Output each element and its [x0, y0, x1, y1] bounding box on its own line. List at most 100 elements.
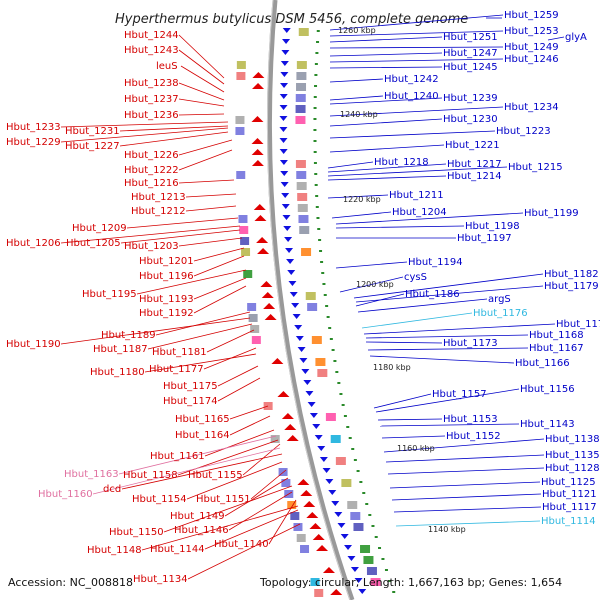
gene-label[interactable]: Hbut_1195: [82, 289, 137, 300]
gene-label[interactable]: Hbut_1180: [90, 367, 145, 378]
gene-label[interactable]: Hbut_1209: [72, 223, 127, 234]
gene-label[interactable]: Hbut_1240: [384, 91, 439, 102]
gene-label[interactable]: Hbut_1186: [405, 289, 460, 300]
gene-label[interactable]: Hbut_1182: [544, 269, 599, 280]
gene-label[interactable]: Hbut_1189: [101, 330, 156, 341]
gene-label[interactable]: Hbut_1128: [545, 463, 600, 474]
gene-label[interactable]: Hbut_1215: [508, 162, 563, 173]
gene-label[interactable]: Hbut_1135: [545, 450, 600, 461]
gene-label[interactable]: Hbut_1196: [139, 271, 194, 282]
gene-label[interactable]: Hbut_1168: [529, 330, 584, 341]
gene-label[interactable]: Hbut_1149: [170, 511, 225, 522]
gene-label[interactable]: Hbut_1205: [66, 238, 121, 249]
gene-label[interactable]: Hbut_1164: [175, 430, 230, 441]
gene-label[interactable]: Hbut_1114: [541, 516, 596, 527]
gene-label[interactable]: Hbut_1218: [374, 157, 429, 168]
gene-label[interactable]: Hbut_1197: [457, 233, 512, 244]
gene-label[interactable]: dcd: [103, 484, 121, 495]
gene-label[interactable]: Hbut_1253: [504, 26, 559, 37]
gene-label[interactable]: Hbut_1236: [124, 110, 179, 121]
gene-label[interactable]: Hbut_1247: [443, 48, 498, 59]
gene-label[interactable]: Hbut_1193: [139, 294, 194, 305]
gene-label[interactable]: Hbut_1177: [149, 364, 204, 375]
gene-label[interactable]: Hbut_1259: [504, 10, 559, 21]
gene-label[interactable]: Hbut_1181: [152, 347, 207, 358]
gene-label[interactable]: Hbut_1229: [6, 137, 61, 148]
gene-label[interactable]: Hbut_1211: [389, 190, 444, 201]
gene-label[interactable]: Hbut_1170: [556, 319, 600, 330]
gene-label[interactable]: Hbut_1190: [6, 339, 61, 350]
gene-label[interactable]: Hbut_1176: [473, 308, 528, 319]
gene-label[interactable]: Hbut_1117: [542, 502, 597, 513]
gene-label[interactable]: Hbut_1234: [504, 102, 559, 113]
gene-label[interactable]: Hbut_1230: [443, 114, 498, 125]
gene-label[interactable]: Hbut_1165: [175, 414, 230, 425]
gene-label[interactable]: Hbut_1246: [504, 54, 559, 65]
gene-label[interactable]: Hbut_1244: [124, 30, 179, 41]
gene-label[interactable]: glyA: [565, 32, 587, 43]
gene-label[interactable]: Hbut_1146: [174, 525, 229, 536]
gene-label[interactable]: leuS: [156, 61, 178, 72]
gene-label[interactable]: Hbut_1231: [65, 126, 120, 137]
gene-label[interactable]: Hbut_1143: [520, 419, 575, 430]
strand-arrow-left: [251, 160, 264, 166]
gene-label[interactable]: Hbut_1226: [124, 150, 179, 161]
gene-label[interactable]: Hbut_1192: [139, 308, 194, 319]
gene-label[interactable]: Hbut_1163: [64, 469, 119, 480]
gene-label[interactable]: Hbut_1243: [124, 45, 179, 56]
gene-label[interactable]: Hbut_1167: [529, 343, 584, 354]
gene-label[interactable]: Hbut_1121: [542, 489, 597, 500]
gene-label[interactable]: Hbut_1233: [6, 122, 61, 133]
gene-label[interactable]: Hbut_1174: [163, 396, 218, 407]
gene-label[interactable]: Hbut_1204: [392, 207, 447, 218]
gene-label[interactable]: Hbut_1152: [446, 431, 501, 442]
gene-label[interactable]: Hbut_1216: [124, 178, 179, 189]
gene-label[interactable]: Hbut_1227: [65, 141, 120, 152]
gene-label[interactable]: Hbut_1140: [214, 539, 269, 550]
gene-label[interactable]: Hbut_1161: [150, 451, 205, 462]
gene-label[interactable]: Hbut_1187: [93, 344, 148, 355]
gene-label[interactable]: Hbut_1199: [524, 208, 579, 219]
gene-label[interactable]: Hbut_1125: [541, 477, 596, 488]
gene-label[interactable]: Hbut_1249: [504, 42, 559, 53]
gene-label[interactable]: Hbut_1175: [163, 381, 218, 392]
gene-label[interactable]: Hbut_1155: [188, 470, 243, 481]
gene-label[interactable]: Hbut_1223: [496, 126, 551, 137]
gene-label[interactable]: Hbut_1198: [465, 221, 520, 232]
gene-label[interactable]: Hbut_1134: [133, 574, 188, 585]
gene-label[interactable]: Hbut_1239: [443, 93, 498, 104]
gene-label[interactable]: Hbut_1214: [447, 171, 502, 182]
gene-label[interactable]: Hbut_1222: [124, 165, 179, 176]
gene-label[interactable]: Hbut_1173: [443, 338, 498, 349]
gene-label[interactable]: Hbut_1237: [124, 94, 179, 105]
gene-label[interactable]: Hbut_1213: [131, 192, 186, 203]
gene-label[interactable]: Hbut_1166: [515, 358, 570, 369]
gene-label[interactable]: Hbut_1194: [408, 257, 463, 268]
gene-label[interactable]: Hbut_1221: [445, 140, 500, 151]
gene-label[interactable]: Hbut_1154: [132, 494, 187, 505]
gene-label[interactable]: Hbut_1206: [6, 238, 61, 249]
gene-label[interactable]: cysS: [404, 272, 427, 283]
gene-label[interactable]: argS: [488, 294, 511, 305]
gene-label[interactable]: Hbut_1157: [432, 389, 487, 400]
gene-label[interactable]: Hbut_1179: [544, 281, 599, 292]
gene-label[interactable]: Hbut_1151: [196, 494, 251, 505]
gene-label[interactable]: Hbut_1245: [443, 62, 498, 73]
gene-label[interactable]: Hbut_1150: [109, 527, 164, 538]
gene-label[interactable]: Hbut_1201: [139, 256, 194, 267]
gene-label[interactable]: Hbut_1217: [447, 159, 502, 170]
gene-label[interactable]: Hbut_1251: [443, 32, 498, 43]
gene-label[interactable]: Hbut_1238: [124, 78, 179, 89]
gene-label[interactable]: Hbut_1242: [384, 74, 439, 85]
gene-label[interactable]: Hbut_1156: [520, 384, 575, 395]
gene-label[interactable]: Hbut_1160: [38, 489, 93, 500]
gene-label[interactable]: Hbut_1158: [123, 470, 178, 481]
gene-label[interactable]: Hbut_1148: [87, 545, 142, 556]
gene-label[interactable]: Hbut_1212: [131, 206, 186, 217]
leader-line: [119, 131, 229, 147]
gene-label[interactable]: Hbut_1144: [150, 544, 205, 555]
gene-label[interactable]: Hbut_1203: [124, 241, 179, 252]
leader-line: [126, 217, 239, 229]
gene-label[interactable]: Hbut_1153: [443, 414, 498, 425]
gene-label[interactable]: Hbut_1138: [545, 434, 600, 445]
